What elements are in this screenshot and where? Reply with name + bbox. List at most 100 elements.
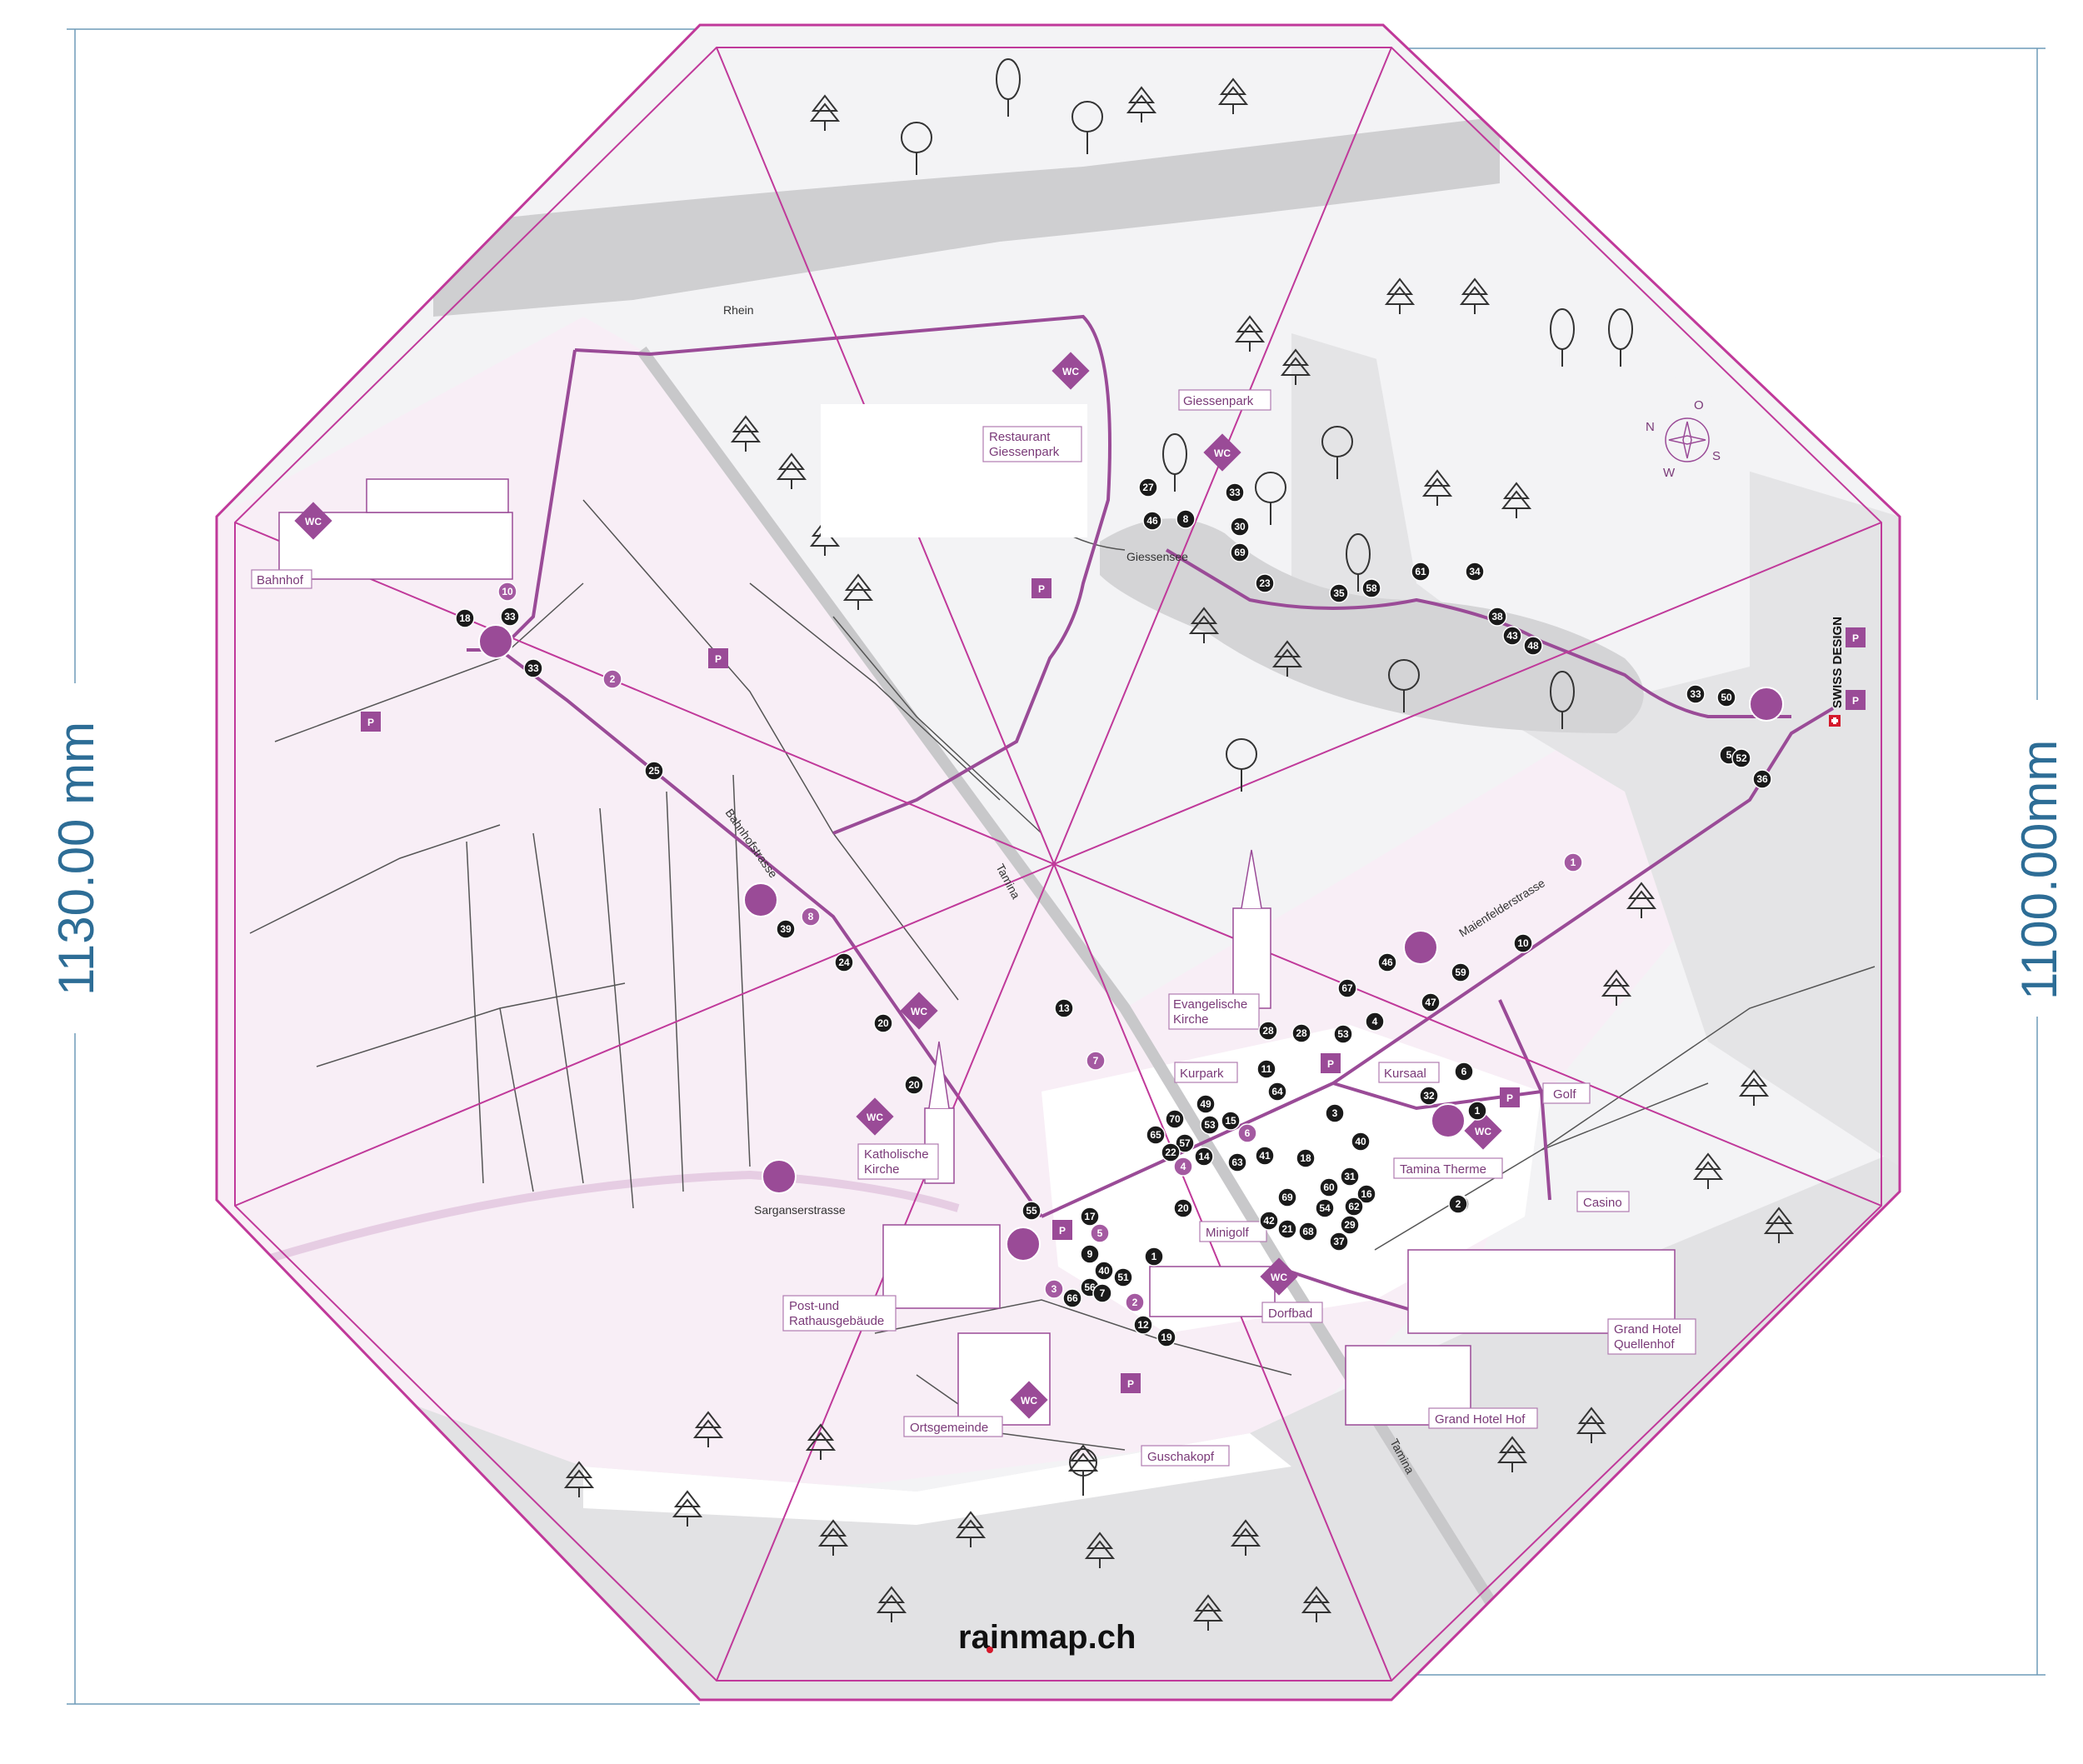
numbered-marker-label: 20 [1177, 1202, 1189, 1214]
numbered-marker [1716, 687, 1736, 707]
numbered-marker-label: 66 [1066, 1292, 1078, 1304]
numbered-marker [1054, 998, 1074, 1018]
label-restaurant-2: Giessenpark [989, 445, 1060, 459]
numbered-marker [1421, 992, 1441, 1012]
dimension-left-label: 1130.00 mm [48, 722, 104, 996]
numbered-marker [455, 608, 475, 628]
numbered-marker-label: 1 [1571, 857, 1576, 868]
numbered-marker-label: 58 [1366, 582, 1377, 594]
numbered-marker-label: 31 [1344, 1171, 1356, 1182]
numbered-marker [1296, 1148, 1316, 1168]
compass-o: O [1694, 398, 1704, 412]
numbered-marker [1230, 542, 1250, 562]
numbered-marker-label: 33 [1229, 487, 1241, 498]
numbered-marker [1291, 1023, 1311, 1043]
label-giessenpark: Giessenpark [1183, 394, 1254, 408]
numbered-marker [1022, 1201, 1042, 1221]
label-post-2: Rathausgebäude [789, 1314, 884, 1328]
numbered-marker [1731, 748, 1751, 768]
numbered-marker [1133, 1315, 1153, 1335]
numbered-marker [644, 761, 664, 781]
numbered-marker [1351, 1132, 1371, 1152]
label-kurpark: Kurpark [1180, 1067, 1224, 1081]
numbered-marker-label: 63 [1231, 1157, 1243, 1168]
numbered-marker-label: 2 [1132, 1297, 1138, 1308]
parking-label: P [1506, 1092, 1513, 1104]
label-grand-hotel-hof: Grand Hotel Hof [1435, 1412, 1526, 1427]
numbered-marker [1451, 962, 1471, 982]
numbered-marker-label: 38 [1491, 611, 1503, 622]
street-sarganserstrasse: Sarganserstrasse [754, 1203, 846, 1217]
numbered-marker [1337, 978, 1357, 998]
numbered-marker-label: 37 [1333, 1236, 1345, 1247]
numbered-marker [834, 952, 854, 972]
numbered-marker-label: 46 [1381, 957, 1393, 968]
numbered-marker-label: 1 [1475, 1105, 1481, 1117]
numbered-marker-label: 40 [1355, 1136, 1366, 1147]
numbered-marker [1563, 852, 1583, 872]
wc-label: WC [1475, 1126, 1491, 1137]
numbered-marker [1094, 1261, 1114, 1281]
numbered-marker-label: 33 [527, 662, 539, 674]
numbered-marker [1156, 1327, 1176, 1347]
numbered-marker [1361, 578, 1381, 598]
label-bahnhof: Bahnhof [257, 573, 304, 587]
numbered-marker [776, 919, 796, 939]
numbered-marker-label: 50 [1721, 692, 1732, 703]
swiss-design: SWISS DESIGN [1829, 617, 1845, 727]
numbered-marker [1062, 1288, 1082, 1308]
numbered-marker [1138, 477, 1158, 497]
numbered-marker-label: 29 [1344, 1219, 1356, 1231]
numbered-marker [1487, 607, 1507, 627]
bus-stops [478, 624, 1784, 1262]
numbered-marker [1258, 1021, 1278, 1041]
numbered-marker-label: 7 [1093, 1055, 1099, 1067]
label-casino: Casino [1583, 1196, 1622, 1210]
numbered-marker-label: 16 [1361, 1188, 1372, 1200]
brand-text: rainmap.ch [958, 1619, 1136, 1656]
numbered-marker-label: 8 [808, 911, 814, 922]
numbered-marker-label: 19 [1161, 1332, 1172, 1343]
numbered-marker-label: 41 [1259, 1150, 1271, 1162]
numbered-marker [1298, 1222, 1318, 1242]
numbered-marker [1467, 1101, 1487, 1121]
numbered-marker-label: 49 [1200, 1098, 1211, 1110]
label-minigolf: Minigolf [1206, 1226, 1250, 1240]
numbered-marker-label: 43 [1506, 630, 1518, 642]
label-quellenhof-1: Grand Hotel [1614, 1322, 1681, 1337]
numbered-marker-label: 55 [1026, 1205, 1037, 1217]
numbered-marker [1173, 1198, 1193, 1218]
numbered-marker-label: 18 [1300, 1152, 1311, 1164]
numbered-marker-label: 2 [610, 673, 616, 685]
numbered-marker-label: 11 [1261, 1063, 1272, 1075]
map-body [217, 25, 1900, 1700]
wc-label: WC [1271, 1272, 1287, 1283]
numbered-marker [1165, 1109, 1185, 1129]
numbered-marker [1161, 1142, 1181, 1162]
numbered-marker [1259, 1211, 1279, 1231]
numbered-marker-label: 59 [1455, 967, 1466, 978]
numbered-marker [1344, 1197, 1364, 1217]
numbered-marker-label: 10 [1517, 937, 1529, 949]
numbered-marker-label: 13 [1058, 1002, 1070, 1014]
numbered-marker-label: 68 [1302, 1226, 1314, 1237]
numbered-marker [1365, 1012, 1385, 1032]
numbered-marker [1044, 1279, 1064, 1299]
numbered-marker [1686, 684, 1706, 704]
numbered-marker-label: 5 [1097, 1227, 1103, 1239]
numbered-marker-label: 70 [1169, 1113, 1181, 1125]
label-guschakopf: Guschakopf [1147, 1450, 1215, 1464]
numbered-marker-label: 67 [1341, 982, 1353, 994]
numbered-marker [1502, 626, 1522, 646]
numbered-marker [1146, 1125, 1166, 1145]
numbered-marker-label: 54 [1319, 1202, 1331, 1214]
label-katholische-1: Katholische [864, 1147, 929, 1162]
parking-label: P [1127, 1378, 1134, 1390]
numbered-marker-label: 28 [1296, 1027, 1307, 1039]
numbered-marker [500, 607, 520, 627]
numbered-marker-label: 33 [1690, 688, 1701, 700]
numbered-marker-label: 23 [1259, 577, 1271, 589]
label-restaurant-1: Restaurant [989, 430, 1051, 444]
